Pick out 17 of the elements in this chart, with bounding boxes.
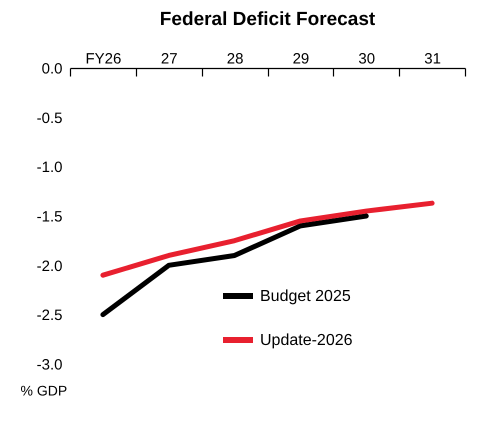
y-axis-title: % GDP [20,382,68,398]
x-tick-label: FY26 [85,50,122,68]
x-tick-label: 27 [160,50,178,68]
chart-title: Federal Deficit Forecast [160,9,376,30]
x-tick-label: 29 [292,50,310,68]
legend-label: Update-2026 [260,332,353,349]
x-tick-label: 30 [358,50,376,68]
x-tick-label: 28 [226,50,244,68]
y-tick-label: -0.5 [36,110,62,127]
y-tick-label: -2.5 [36,307,62,324]
y-tick-label: -1.5 [36,208,62,226]
y-tick-label: -3.0 [36,356,62,374]
y-tick-label: -2.0 [36,258,62,275]
legend-label: Budget 2025 [260,288,351,305]
x-tick-label: 31 [424,50,441,68]
y-tick-label: 0.0 [42,60,62,78]
y-tick-label: -1.0 [36,159,62,176]
